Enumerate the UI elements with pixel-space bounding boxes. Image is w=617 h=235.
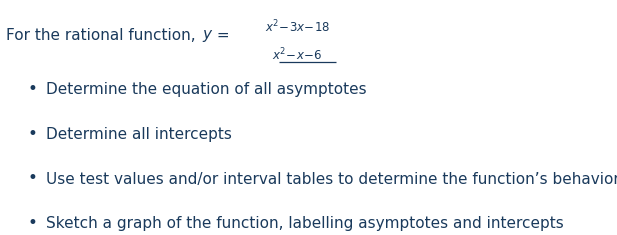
Text: •: • <box>28 214 38 232</box>
Text: Use test values and/or interval tables to determine the function’s behavior: Use test values and/or interval tables t… <box>46 172 617 187</box>
Text: $x^2\!-\!x\!-\!6$: $x^2\!-\!x\!-\!6$ <box>272 47 323 64</box>
Text: $x^2\!-\!3x\!-\!18$: $x^2\!-\!3x\!-\!18$ <box>265 19 330 35</box>
Text: For the rational function,: For the rational function, <box>6 28 210 43</box>
Text: •: • <box>28 80 38 98</box>
Text: Determine the equation of all asymptotes: Determine the equation of all asymptotes <box>46 82 367 97</box>
Text: $y$: $y$ <box>202 28 213 44</box>
Text: =: = <box>212 28 234 43</box>
Text: •: • <box>28 169 38 187</box>
Text: Sketch a graph of the function, labelling asymptotes and intercepts: Sketch a graph of the function, labellin… <box>46 216 564 231</box>
Text: •: • <box>28 125 38 143</box>
Text: Determine all intercepts: Determine all intercepts <box>46 127 232 142</box>
